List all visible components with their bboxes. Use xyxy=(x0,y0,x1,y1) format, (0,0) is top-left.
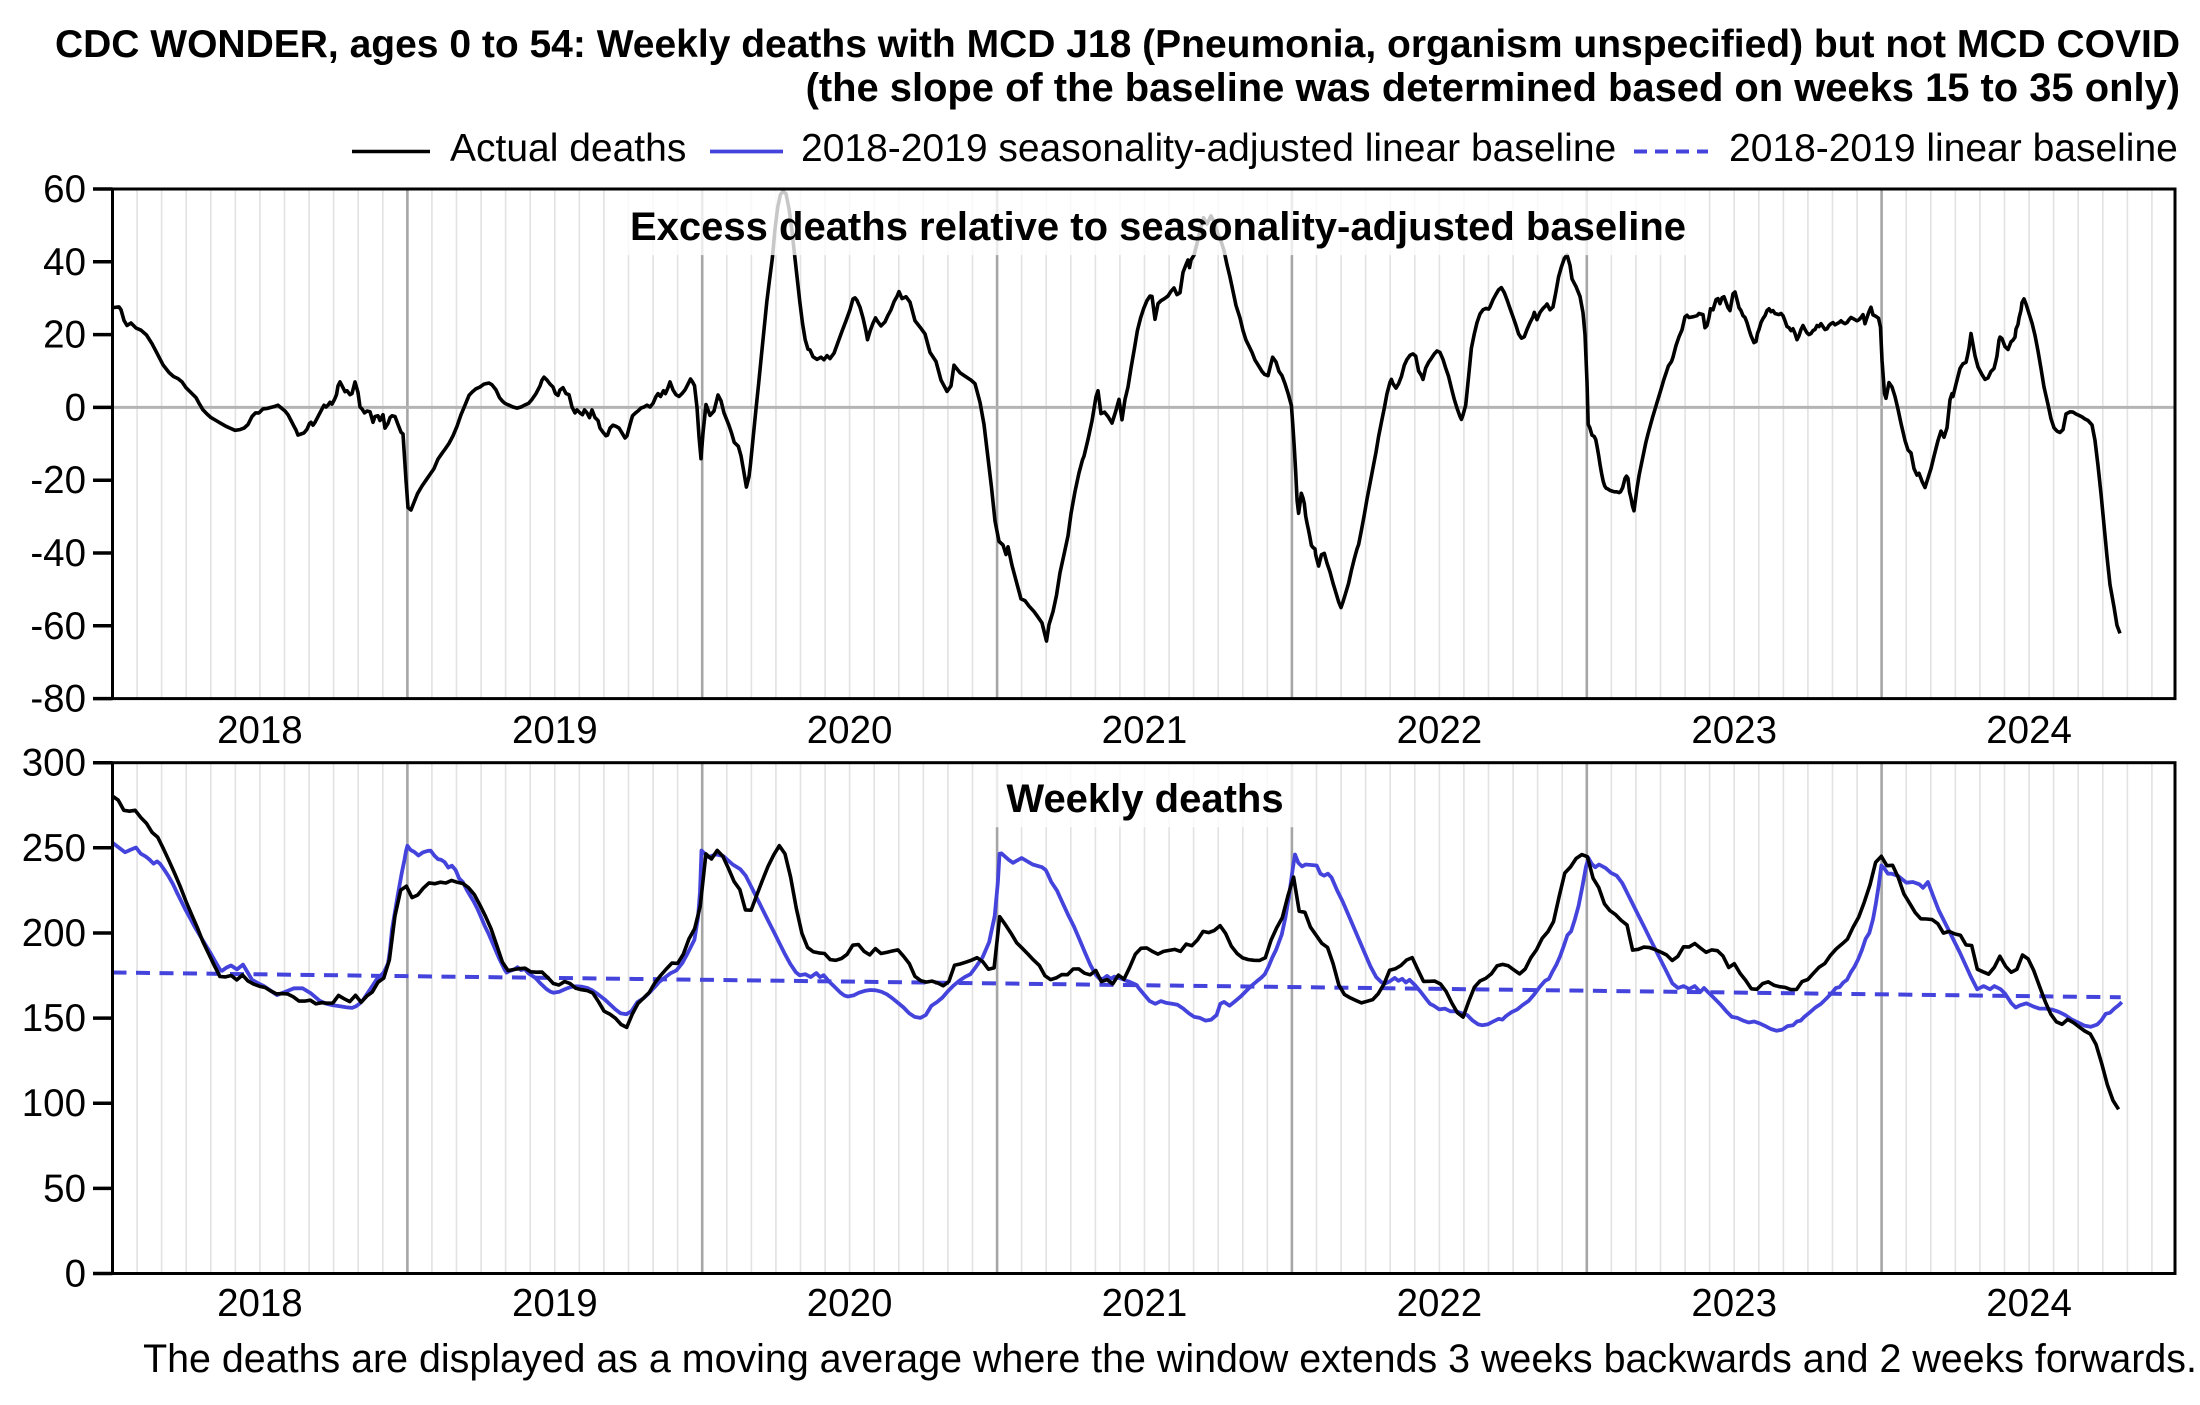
svg-text:200: 200 xyxy=(22,912,86,955)
svg-text:2023: 2023 xyxy=(1691,709,1777,752)
svg-text:(the slope of the baseline was: (the slope of the baseline was determine… xyxy=(806,66,2180,110)
svg-text:2022: 2022 xyxy=(1397,1282,1483,1325)
svg-text:Weekly deaths: Weekly deaths xyxy=(1006,777,1283,821)
svg-text:0: 0 xyxy=(65,1253,86,1296)
svg-text:2020: 2020 xyxy=(807,709,893,752)
svg-text:CDC WONDER, ages 0 to 54: Week: CDC WONDER, ages 0 to 54: Weekly deaths … xyxy=(55,23,2180,66)
svg-text:0: 0 xyxy=(65,386,86,429)
svg-text:2023: 2023 xyxy=(1691,1282,1777,1325)
svg-text:2018: 2018 xyxy=(217,1282,303,1325)
svg-text:150: 150 xyxy=(22,997,86,1040)
svg-text:100: 100 xyxy=(22,1082,86,1125)
svg-text:Actual deaths: Actual deaths xyxy=(450,127,686,170)
svg-text:2018-2019 linear baseline: 2018-2019 linear baseline xyxy=(1729,127,2178,170)
svg-text:50: 50 xyxy=(43,1167,86,1210)
svg-text:2024: 2024 xyxy=(1986,1282,2072,1325)
svg-text:250: 250 xyxy=(22,827,86,870)
svg-text:2022: 2022 xyxy=(1397,709,1483,752)
svg-text:300: 300 xyxy=(22,742,86,785)
svg-text:2021: 2021 xyxy=(1102,1282,1188,1325)
svg-text:2021: 2021 xyxy=(1102,709,1188,752)
svg-text:40: 40 xyxy=(43,241,86,284)
svg-text:2018: 2018 xyxy=(217,709,303,752)
svg-text:2019: 2019 xyxy=(512,709,598,752)
svg-text:2024: 2024 xyxy=(1986,709,2072,752)
svg-text:-60: -60 xyxy=(30,605,86,648)
svg-text:2020: 2020 xyxy=(807,1282,893,1325)
svg-text:60: 60 xyxy=(43,168,86,211)
svg-text:-40: -40 xyxy=(30,532,86,575)
svg-text:20: 20 xyxy=(43,314,86,357)
svg-text:2019: 2019 xyxy=(512,1282,598,1325)
svg-text:2018-2019 seasonality-adjusted: 2018-2019 seasonality-adjusted linear ba… xyxy=(801,127,1616,170)
svg-text:-20: -20 xyxy=(30,459,86,502)
svg-text:-80: -80 xyxy=(30,678,86,721)
svg-text:The deaths are displayed as a: The deaths are displayed as a moving ave… xyxy=(143,1337,2197,1381)
svg-text:Excess deaths relative to seas: Excess deaths relative to seasonality-ad… xyxy=(630,205,1686,249)
